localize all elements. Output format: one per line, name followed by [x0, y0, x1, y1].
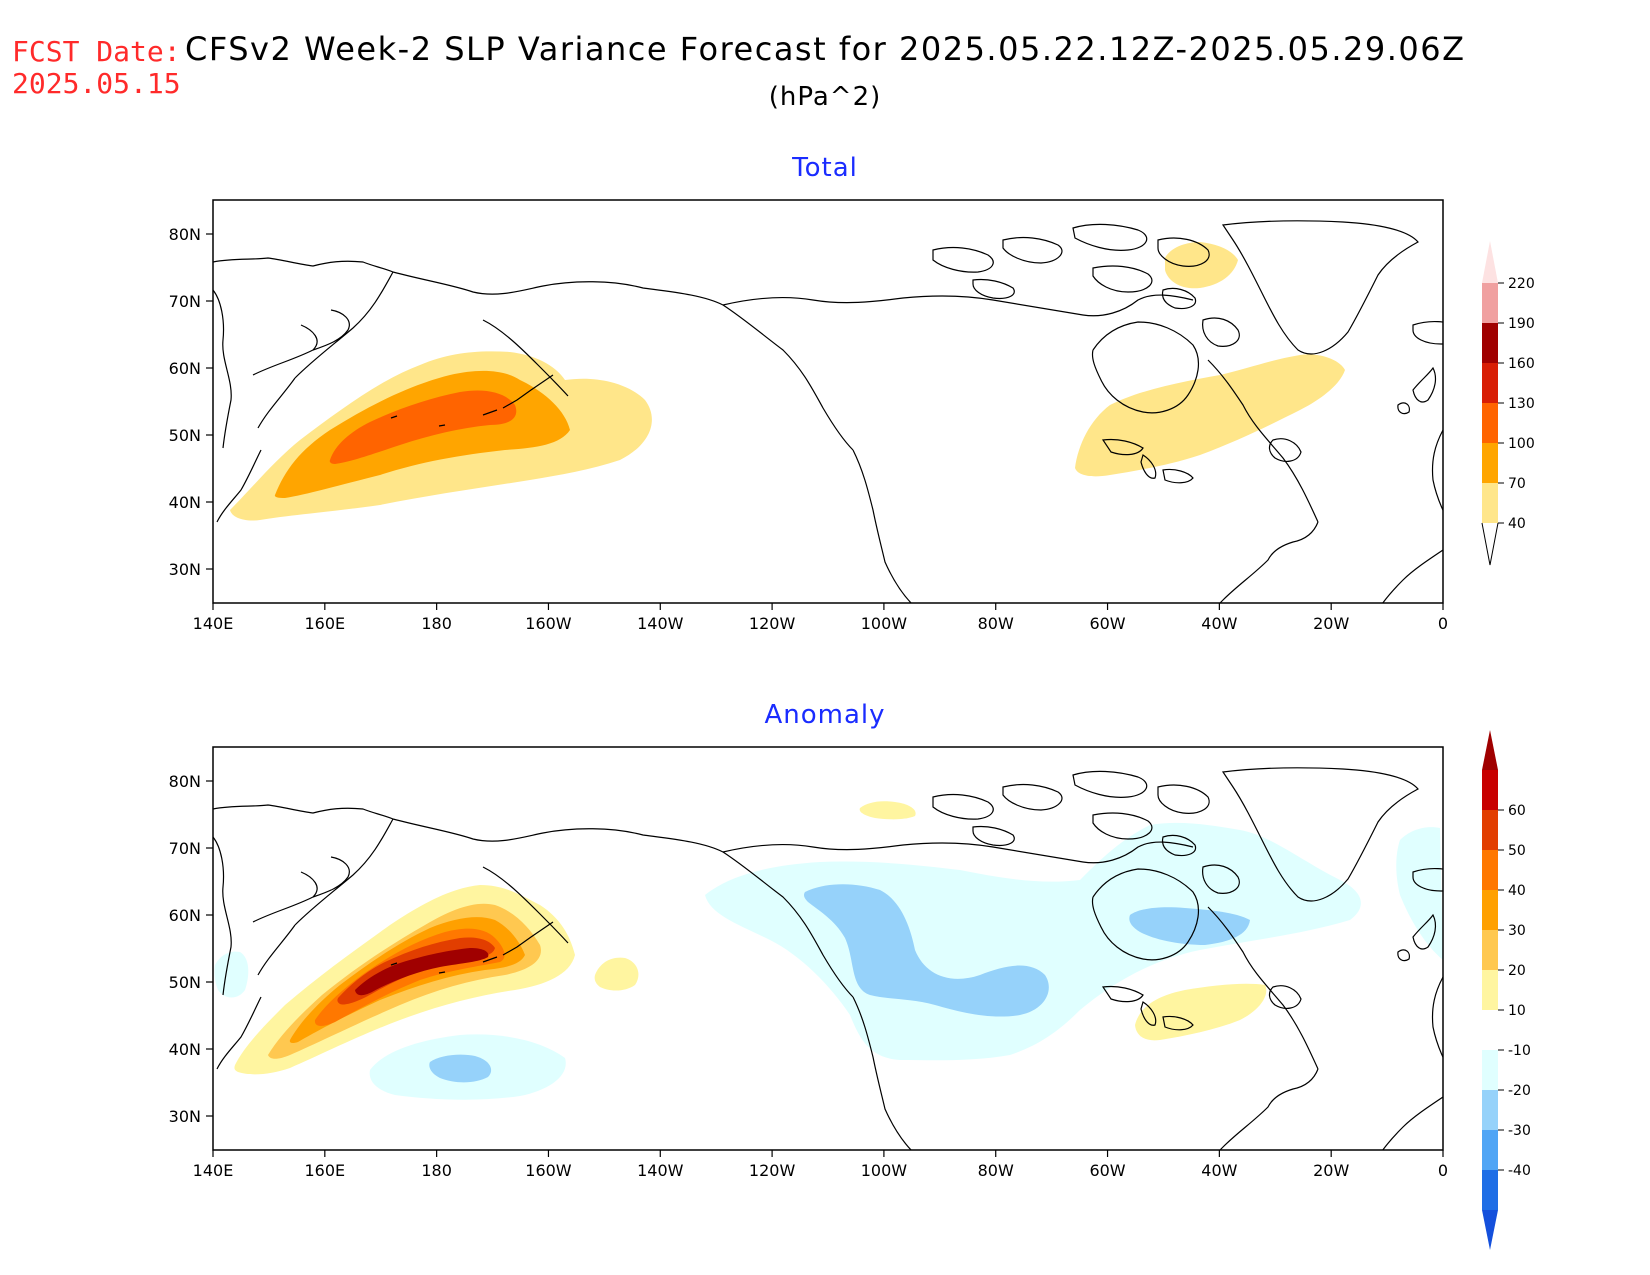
lon-tick-label: 140E	[193, 614, 234, 633]
lat-tick-label: 70N	[169, 292, 201, 311]
lat-tick-label: 40N	[169, 1040, 201, 1059]
anomaly-colorbar-label: -40	[1508, 1163, 1531, 1179]
lat-tick-label: 80N	[169, 225, 201, 244]
panel-title-total: Total	[792, 153, 858, 183]
total-colorbar-top-arrow	[1482, 241, 1498, 283]
lon-tick-label: 160E	[304, 1161, 345, 1180]
anomaly-colorbar-top-arrow	[1482, 730, 1498, 770]
anomaly-colorbar-swatch	[1482, 1050, 1498, 1090]
anomaly-contour-neg20-canada	[804, 884, 1049, 1017]
lon-tick-label: 80W	[978, 614, 1014, 633]
lon-tick-label: 140W	[637, 614, 684, 633]
anomaly-colorbar-swatch	[1482, 770, 1498, 810]
total-contour-100	[329, 390, 517, 464]
total-colorbar-label: 220	[1508, 276, 1535, 292]
total-colorbar-label: 130	[1508, 396, 1535, 412]
anomaly-colorbar-label: -20	[1508, 1083, 1531, 1099]
lat-tick-label: 50N	[169, 426, 201, 445]
lon-tick-label: 160E	[304, 614, 345, 633]
lat-tick-label: 50N	[169, 973, 201, 992]
lon-tick-label: 120W	[749, 614, 796, 633]
anomaly-colorbar-label: -30	[1508, 1123, 1531, 1139]
total-colorbar-swatch	[1482, 443, 1498, 483]
total-colorbar-swatch	[1482, 483, 1498, 523]
anomaly-contour-neg10-asia	[214, 951, 249, 998]
lon-tick-label: 120W	[749, 1161, 796, 1180]
map-frame-total	[212, 199, 1444, 604]
total-colorbar-label: 190	[1508, 316, 1535, 332]
panel-title-anomaly: Anomaly	[764, 700, 886, 730]
lat-tick-label: 60N	[169, 359, 201, 378]
total-colorbar-label: 70	[1508, 476, 1526, 492]
map-frame-anomaly	[212, 746, 1444, 1151]
anomaly-colorbar-swatch	[1482, 1170, 1498, 1210]
fcst-date-value: 2025.05.15	[12, 67, 181, 100]
total-panel	[212, 199, 1444, 604]
anomaly-colorbar-label: 40	[1508, 883, 1526, 899]
lon-tick-label: 100W	[861, 614, 908, 633]
total-contour-atlantic	[1075, 354, 1345, 477]
anomaly-colorbar-label: 60	[1508, 803, 1526, 819]
lat-tick-label: 60N	[169, 906, 201, 925]
anomaly-panel	[212, 746, 1444, 1151]
lon-tick-label: 20W	[1313, 614, 1349, 633]
lon-tick-label: 60W	[1089, 614, 1125, 633]
lon-tick-label: 40W	[1201, 614, 1237, 633]
page-title: CFSv2 Week-2 SLP Variance Forecast for 2…	[185, 30, 1466, 68]
total-colorbar-label: 160	[1508, 356, 1535, 372]
lat-tick-label: 40N	[169, 493, 201, 512]
fcst-date-block: FCST Date: 2025.05.15	[12, 36, 181, 100]
anomaly-colorbar-swatch	[1482, 970, 1498, 1010]
lon-tick-label: 180	[421, 614, 452, 633]
units-label: (hPa^2)	[768, 82, 882, 112]
lat-tick-label: 80N	[169, 772, 201, 791]
anomaly-colorbar-swatch	[1482, 930, 1498, 970]
anomaly-contour-10-arctic	[859, 801, 916, 820]
anomaly-colorbar-swatch	[1482, 1010, 1498, 1050]
anomaly-colorbar-bottom-arrow	[1482, 1210, 1498, 1250]
lon-tick-label: 0	[1438, 1161, 1448, 1180]
anomaly-colorbar-label: 10	[1508, 1003, 1526, 1019]
lon-tick-label: 100W	[861, 1161, 908, 1180]
lon-tick-label: 0	[1438, 614, 1448, 633]
lon-tick-label: 160W	[525, 614, 572, 633]
lat-tick-label: 30N	[169, 1107, 201, 1126]
anomaly-colorbar-swatch	[1482, 890, 1498, 930]
anomaly-contour-neg20-labrador	[1129, 907, 1250, 945]
lon-tick-label: 140W	[637, 1161, 684, 1180]
anomaly-colorbar-label: 20	[1508, 963, 1526, 979]
anomaly-colorbar-swatch	[1482, 1130, 1498, 1170]
anomaly-colorbar-swatch	[1482, 850, 1498, 890]
lat-tick-label: 70N	[169, 839, 201, 858]
lon-tick-label: 40W	[1201, 1161, 1237, 1180]
total-colorbar-label: 100	[1508, 436, 1535, 452]
anomaly-colorbar-label: 30	[1508, 923, 1526, 939]
lon-tick-label: 20W	[1313, 1161, 1349, 1180]
anomaly-colorbar-swatch	[1482, 1090, 1498, 1130]
total-colorbar-label: 40	[1508, 516, 1526, 532]
anomaly-colorbar-label: 50	[1508, 843, 1526, 859]
anomaly-colorbar-label: -10	[1508, 1043, 1531, 1059]
lon-tick-label: 140E	[193, 1161, 234, 1180]
fcst-date-label: FCST Date:	[12, 35, 181, 68]
anomaly-contour-10-atlantic	[1135, 983, 1267, 1041]
total-colorbar-swatch	[1482, 283, 1498, 323]
lon-tick-label: 80W	[978, 1161, 1014, 1180]
anomaly-colorbar-swatch	[1482, 810, 1498, 850]
total-contour-greenland	[1165, 242, 1238, 289]
anomaly-contour-60	[355, 948, 489, 996]
lon-tick-label: 160W	[525, 1161, 572, 1180]
lon-tick-label: 60W	[1089, 1161, 1125, 1180]
anomaly-contour-neg20-pacific	[429, 1054, 492, 1083]
anomaly-contour-10-eastpacific	[594, 957, 639, 991]
lat-tick-label: 30N	[169, 560, 201, 579]
total-colorbar-swatch	[1482, 323, 1498, 363]
total-colorbar-bottom-arrow	[1481, 522, 1499, 566]
anomaly-contour-neg10-east	[1396, 827, 1443, 960]
anomaly-contour-neg10-america	[705, 822, 1361, 1061]
lon-tick-label: 180	[421, 1161, 452, 1180]
total-colorbar-swatch	[1482, 403, 1498, 443]
total-colorbar-swatch	[1482, 363, 1498, 403]
